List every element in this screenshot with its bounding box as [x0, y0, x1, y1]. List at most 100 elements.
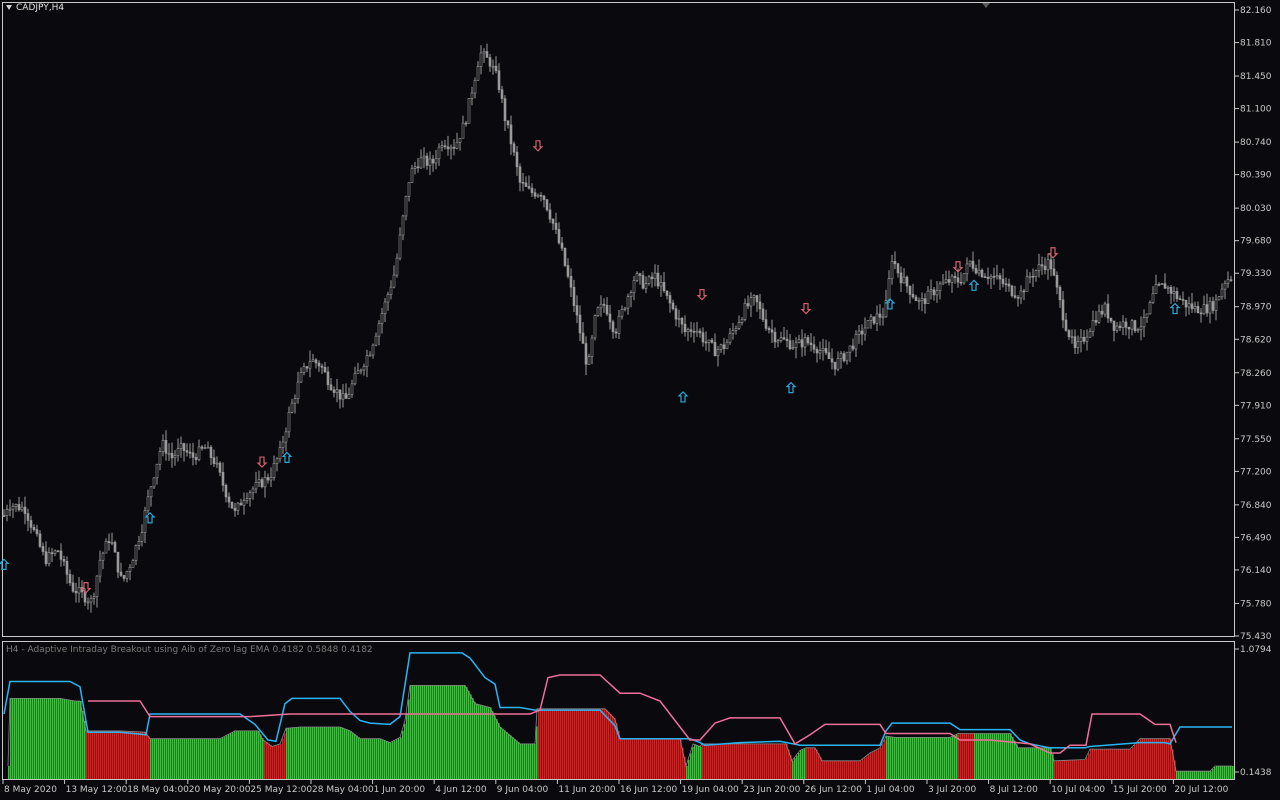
candle-body [824, 348, 828, 353]
histogram-bar [254, 730, 256, 779]
histogram-bar [248, 730, 250, 779]
candle-body [383, 301, 387, 314]
candle-body [332, 389, 336, 393]
candle-body [11, 505, 15, 510]
arrow-up-icon [884, 298, 896, 310]
candle-body [959, 281, 963, 284]
candle-body [701, 332, 705, 343]
histogram-bar [214, 738, 216, 779]
histogram-bar [128, 731, 130, 779]
histogram-bar [874, 750, 876, 779]
candle-body [776, 340, 780, 343]
dropdown-triangle-icon[interactable] [6, 5, 12, 10]
candle-body [14, 504, 18, 507]
histogram-bar [1160, 738, 1162, 779]
candle-body [227, 496, 231, 503]
histogram-bar [48, 698, 50, 779]
histogram-bar [720, 743, 722, 779]
histogram-bar [144, 732, 146, 779]
histogram-bar [488, 706, 490, 779]
arrow-down-icon [80, 582, 92, 594]
histogram-bar [238, 730, 240, 779]
histogram-bar [1050, 747, 1052, 779]
histogram-bar [64, 699, 66, 779]
candle-body [632, 280, 636, 294]
candle-body [761, 308, 765, 320]
price-tick-label: 81.450 [1240, 72, 1272, 82]
candle-body [785, 338, 789, 341]
histogram-bar [180, 738, 182, 779]
histogram-bar [44, 698, 46, 779]
histogram-bar [980, 733, 982, 779]
histogram-bar [192, 738, 194, 779]
histogram-bar [868, 754, 870, 779]
histogram-bar [774, 743, 776, 779]
candle-body [671, 302, 675, 310]
price-axis: 82.160 81.810 81.450 81.100 80.740 80.390 80.0… [1235, 6, 1272, 642]
histogram-bar [666, 738, 668, 779]
time-tick-label: 1 Jul 04:00 [866, 785, 915, 795]
histogram-bar [900, 737, 902, 779]
candle-body [479, 52, 483, 67]
candle-body [1208, 301, 1212, 314]
histogram-bar [1152, 738, 1154, 779]
histogram-bar [1104, 749, 1106, 779]
candle-body [716, 349, 720, 357]
histogram-bar [366, 738, 368, 779]
indicator-line-pink [88, 674, 1177, 754]
candle-body [470, 92, 474, 99]
histogram-bar [944, 737, 946, 779]
candle-body [1154, 283, 1158, 294]
histogram-bar [916, 737, 918, 779]
candle-body [218, 462, 222, 473]
candle-body [44, 551, 48, 565]
histogram-bar [1146, 738, 1148, 779]
histogram-bar [732, 743, 734, 779]
candle-body [1022, 290, 1026, 293]
candle-body [191, 452, 195, 458]
histogram-bar [456, 685, 458, 779]
candle-body [1217, 296, 1221, 301]
histogram-bar [464, 685, 466, 779]
candle-body [962, 273, 966, 284]
candle-body [1085, 336, 1089, 342]
candle-body [563, 247, 567, 266]
arrow-up-icon [281, 451, 293, 464]
histogram-bar [528, 743, 530, 779]
histogram-bar [928, 737, 930, 779]
candle-body [1091, 320, 1095, 332]
histogram-bar [756, 743, 758, 779]
candle-body [1097, 310, 1101, 323]
candle-body [770, 329, 774, 333]
histogram-bar [938, 737, 940, 779]
candle-body [341, 393, 345, 400]
shift-marker-icon[interactable] [982, 3, 990, 8]
histogram-bar [72, 700, 74, 779]
histogram-bar [22, 698, 24, 779]
histogram-bar [1176, 771, 1178, 779]
histogram-bar [1064, 760, 1066, 779]
histogram-bar [422, 685, 424, 779]
candle-body [338, 389, 342, 400]
candle-body [260, 479, 264, 488]
histogram-bar [102, 730, 104, 779]
histogram-bar [1076, 759, 1078, 779]
histogram-bar [290, 727, 292, 779]
candle-body [635, 273, 639, 281]
candle-body [950, 275, 954, 283]
price-tick-label: 75.430 [1240, 632, 1272, 642]
histogram-bar [950, 737, 952, 779]
candle-body [422, 155, 426, 159]
histogram-bar [764, 743, 766, 779]
symbol-title[interactable]: CADJPY,H4 [6, 3, 64, 13]
histogram-bar [158, 738, 160, 779]
candle-body [656, 272, 660, 287]
histogram-bar [1166, 738, 1168, 779]
histogram-bar [156, 738, 158, 779]
histogram-bar [834, 760, 836, 779]
candle-body [125, 571, 129, 579]
candle-body [818, 350, 822, 354]
histogram-bar [712, 743, 714, 779]
histogram-bar [1072, 760, 1074, 779]
